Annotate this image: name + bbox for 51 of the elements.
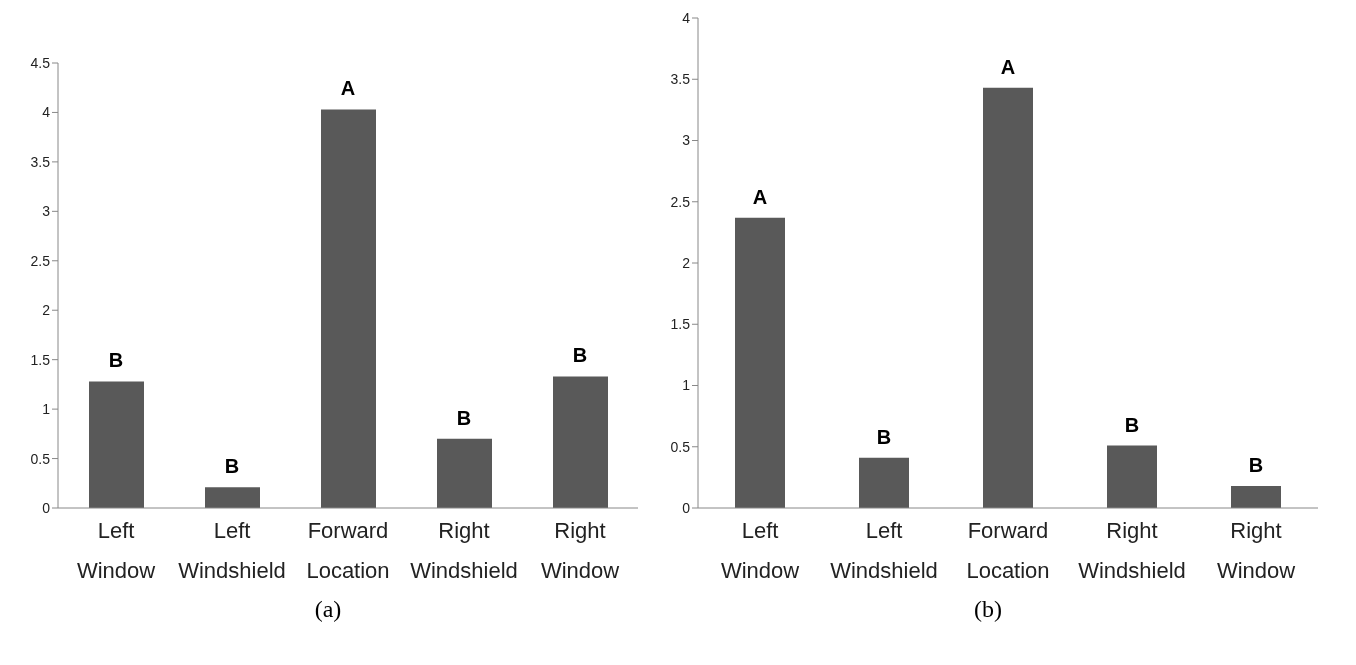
y-tick-label: 4 [682,9,691,26]
y-tick-label: 4.5 [30,54,51,71]
annotation: B [456,406,472,429]
y-tick-label: 0.5 [30,450,51,467]
bar [89,381,144,508]
y-tick-label: 1.5 [670,316,691,333]
bar [859,457,909,508]
x-tick-label: Right Window [1216,518,1296,583]
y-tick-label: 3 [682,132,691,149]
annotation: B [1124,413,1140,436]
y-tick-label: 1 [682,377,691,394]
y-tick-label: 2.5 [670,193,691,210]
annotation: B [108,349,124,372]
x-tick-label: Forward Location [966,518,1050,583]
bar [983,87,1033,508]
y-tick-label: 3 [42,203,51,220]
x-tick-label: Left Windshield [830,518,938,583]
bar [1107,445,1157,508]
y-tick-label: 2.5 [30,252,51,269]
x-tick-label: Right Windshield [410,518,518,583]
x-tick-label: Left Window [720,518,800,583]
y-tick-label: 4 [42,104,51,121]
x-tick-label: Right Window [540,518,620,583]
bar [1231,485,1281,508]
annotation: B [572,344,588,367]
y-tick-label: 3.5 [30,153,51,170]
x-tick-label: Right Windshield [1078,518,1186,583]
y-tick-label: 0 [682,499,691,516]
annotation: A [340,77,356,100]
y-tick-label: 1.5 [30,351,51,368]
bar [321,109,376,508]
annotation: A [752,185,768,208]
x-tick-label: Left Windshield [178,518,286,583]
y-tick-label: 0 [42,499,51,516]
bar [735,217,785,508]
bar [437,438,492,508]
y-tick-label: 2 [42,302,51,319]
text: (a) [313,596,343,623]
bar [205,487,260,508]
bar [553,376,608,508]
y-tick-label: 1 [42,401,51,418]
annotation: B [224,455,240,478]
y-tick-label: 0.5 [670,438,691,455]
annotation: B [1248,453,1264,476]
annotation: B [876,425,892,448]
x-tick-label: Forward Location [306,518,390,583]
annotation: A [1000,55,1016,78]
y-tick-label: 2 [682,254,691,271]
x-tick-label: Left Window [76,518,156,583]
text: (b) [973,596,1003,623]
y-tick-label: 3.5 [670,71,691,88]
